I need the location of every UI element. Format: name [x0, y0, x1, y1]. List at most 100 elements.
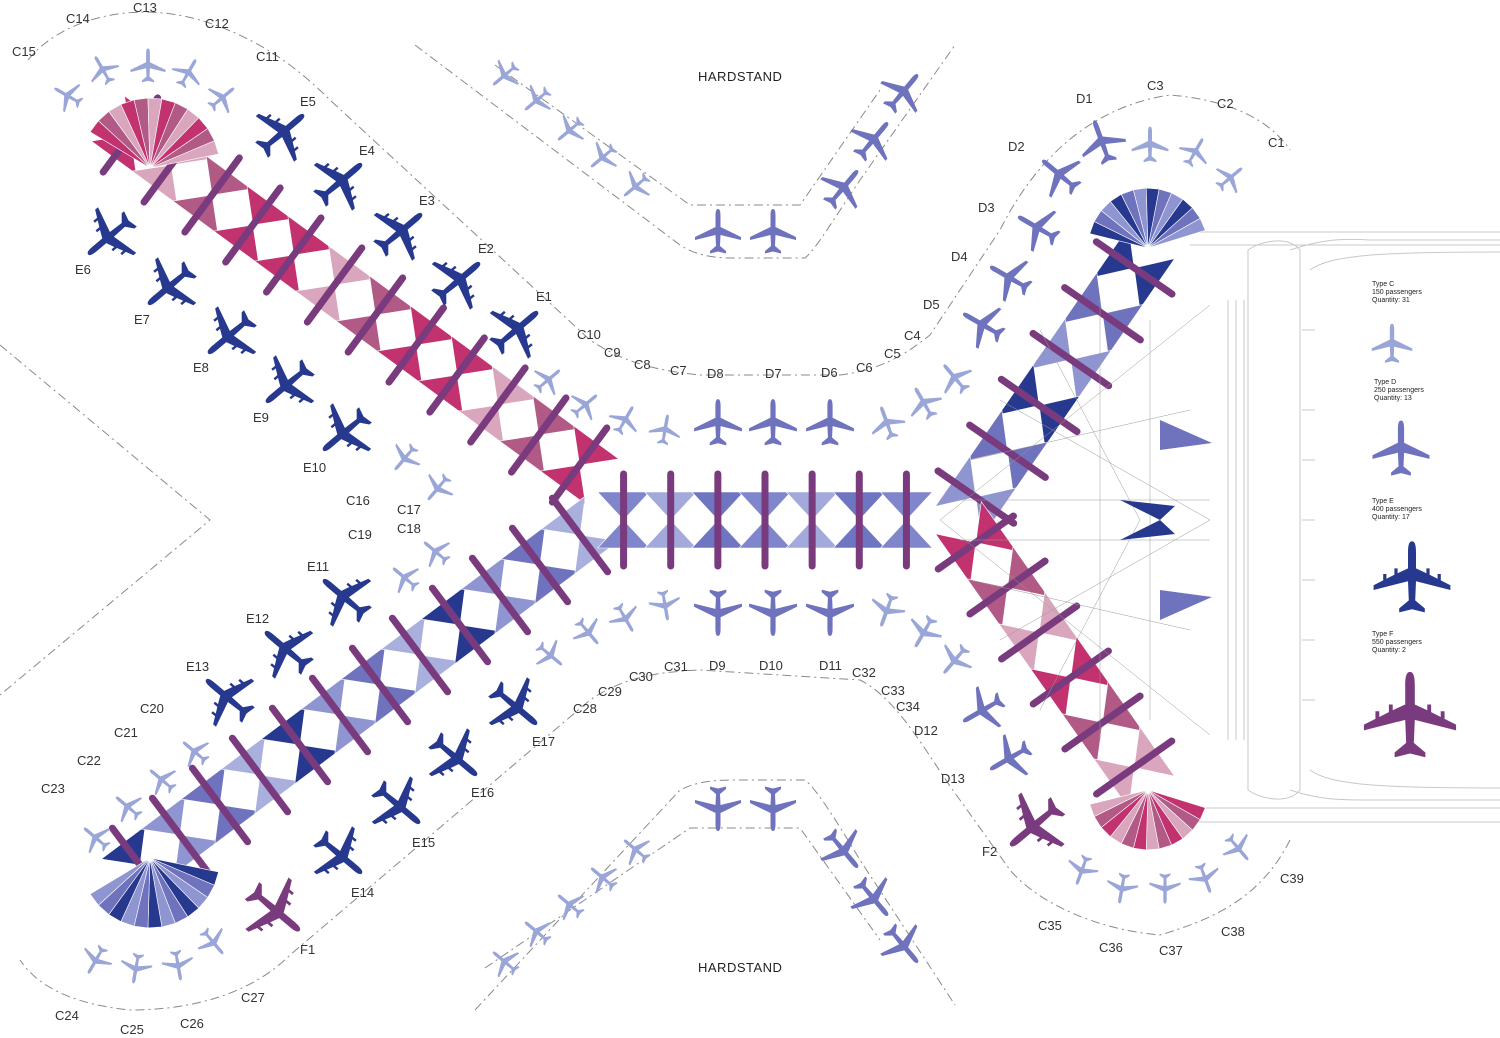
sw-pier-column-blade-10: [468, 554, 532, 636]
gate-label-d11: D11: [819, 658, 842, 673]
aircraft-type-c-90: [160, 947, 197, 984]
aircraft-type-c-40: [382, 436, 427, 481]
aircraft-type-c-56: [528, 633, 573, 678]
gate-label-d10: D10: [759, 658, 783, 673]
gate-label-c8: C8: [634, 357, 651, 372]
sw-pier-column-blade-5: [268, 704, 332, 786]
gate-label-e9: E9: [253, 410, 269, 425]
aircraft-type-d-63: [1006, 196, 1069, 259]
gate-label-c37: C37: [1159, 943, 1183, 958]
aircraft-type-d-62: [1027, 142, 1092, 207]
aircraft-type-c-60: [1174, 130, 1217, 173]
aircraft-type-c-39: [647, 411, 684, 448]
nw-pier-column-blade-6: [303, 244, 366, 326]
aircraft-type-c-45: [864, 400, 910, 445]
sw-pier-column-blade-4: [228, 734, 292, 816]
gate-label-c17: C17: [397, 502, 421, 517]
aircraft-type-c-23: [130, 48, 166, 83]
aircraft-type-c-59: [1131, 126, 1169, 163]
aircraft-type-c-83: [382, 555, 427, 600]
gate-label-d8: D8: [707, 366, 724, 381]
legend-item-type-f: Type F 550 passengers Quantity: 2: [1363, 631, 1457, 758]
nw-pier-column-blade-4: [222, 184, 284, 266]
gate-label-c10: C10: [577, 327, 601, 342]
aircraft-type-c-55: [566, 610, 611, 655]
ne-pier-column-blade-2: [1061, 284, 1144, 344]
aircraft-type-c-89: [117, 950, 154, 987]
aircraft-type-d-49: [749, 589, 797, 636]
gate-label-c25: C25: [120, 1022, 144, 1037]
gate-label-e6: E6: [75, 262, 91, 277]
gate-label-c32: C32: [852, 665, 876, 680]
gate-label-c39: C39: [1280, 871, 1304, 886]
aircraft-type-d-42: [694, 399, 742, 446]
aircraft-type-c-91: [191, 920, 236, 965]
terminal-building: [1190, 231, 1500, 823]
aircraft-type-c-18: [547, 882, 592, 927]
nw-pier-column-blade-8: [385, 304, 447, 386]
se-pier-column-blade-5: [1061, 692, 1144, 753]
aircraft-type-e-80: [300, 815, 381, 897]
aircraft-type-d-15: [871, 913, 936, 978]
gate-label-c7: C7: [670, 363, 687, 378]
aircraft-type-d-44: [806, 399, 854, 446]
ne-pier-column-blade-6: [934, 467, 1018, 527]
nw-pier-column-blade-10: [467, 364, 529, 446]
aircraft-type-d-50: [806, 589, 854, 636]
aircraft-type-c-86: [105, 784, 150, 829]
sw-pier-column-blade-2: [148, 794, 212, 876]
aircraft-type-c-47: [930, 353, 979, 402]
sw-hub-segment-12: [89, 857, 151, 906]
legend-type-d-name: Type D: [1374, 379, 1396, 386]
aircraft-type-c-4: [580, 135, 625, 180]
gate-label-d1: D1: [1076, 91, 1093, 106]
aircraft-type-c-25: [200, 75, 245, 120]
aircraft-type-c-17: [514, 909, 559, 954]
nw-hub-segment-12: [149, 140, 219, 169]
gate-label-c4: C4: [904, 328, 921, 343]
legend-type-e-quantity: Quantity: 17: [1372, 514, 1410, 521]
gate-label-e11: E11: [307, 559, 329, 574]
plane-type-d-icon: [1372, 420, 1430, 476]
aircraft-type-d-6: [695, 209, 741, 254]
aircraft-type-c-24: [167, 51, 210, 94]
gate-label-c12: C12: [205, 16, 229, 31]
gate-label-e2: E2: [478, 241, 494, 256]
gate-label-f1: F1: [300, 942, 315, 957]
aircraft-type-c-1: [482, 53, 527, 98]
gate-label-c16: C16: [346, 493, 370, 508]
aircraft-type-d-66: [951, 679, 1014, 742]
sw-pier-column-blade-12: [548, 494, 612, 576]
gate-label-d13: D13: [941, 771, 965, 786]
gate-label-c6: C6: [856, 360, 873, 375]
aircraft-legend: Type C 150 passengers Quantity: 31 Type …: [1363, 281, 1457, 758]
aircraft-type-c-53: [930, 636, 979, 685]
aircraft-type-c-41: [415, 466, 460, 511]
pier-fan-structures: [89, 94, 1206, 929]
gate-label-c15: C15: [12, 44, 36, 59]
aircraft-type-c-37: [563, 382, 608, 427]
gate-label-c21: C21: [114, 725, 138, 740]
gate-label-c36: C36: [1099, 940, 1123, 955]
sw-pier-column-blade-11: [508, 524, 572, 606]
aircraft-type-d-48: [694, 589, 742, 636]
nw-pier-column-blade-12: [548, 424, 611, 506]
aircraft-type-e-79: [358, 765, 439, 847]
gate-label-c19: C19: [348, 527, 372, 542]
gate-label-c27: C27: [241, 990, 265, 1005]
gate-label-d2: D2: [1008, 139, 1025, 154]
aircraft-type-c-69: [1061, 850, 1102, 891]
legend-type-f-quantity: Quantity: 2: [1372, 647, 1406, 654]
aircraft-type-c-82: [413, 529, 458, 574]
gate-label-d5: D5: [923, 297, 940, 312]
gate-label-c24: C24: [55, 1008, 79, 1023]
gate-label-c28: C28: [573, 701, 597, 716]
gate-label-c5: C5: [884, 346, 901, 361]
aircraft-type-d-11: [695, 786, 741, 831]
aircraft-type-c-57: [647, 587, 684, 624]
gate-label-e15: E15: [412, 835, 435, 850]
gate-label-e17: E17: [532, 734, 555, 749]
se-pier-column-blade-2: [966, 557, 1049, 618]
hardstand-label-north: HARDSTAND: [698, 69, 782, 84]
